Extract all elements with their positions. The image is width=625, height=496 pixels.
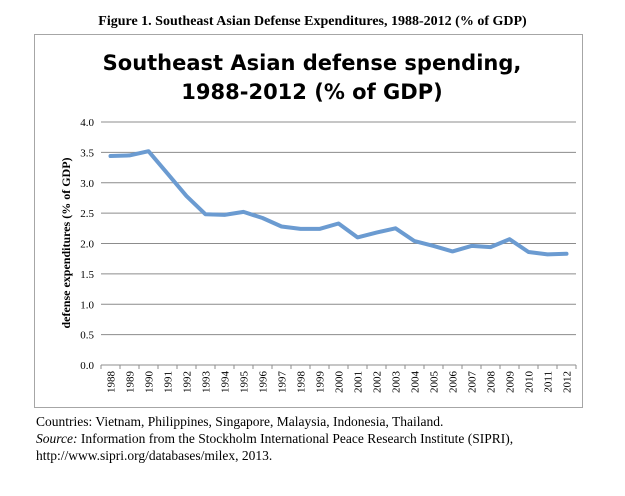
caption-countries: Countries: Vietnam, Philippines, Singapo… <box>36 414 444 429</box>
x-tick-label: 1990 <box>144 371 156 394</box>
chart-frame <box>34 34 583 408</box>
x-tick-label: 1992 <box>182 371 194 393</box>
x-tick-label: 2005 <box>429 371 441 394</box>
y-tick-label: 1.0 <box>80 299 94 311</box>
x-tick-label: 1996 <box>258 371 270 394</box>
chart-title-line-1: Southeast Asian defense spending, <box>103 51 522 75</box>
caption-url: http://www.sipri.org/databases/milex, 20… <box>36 448 273 463</box>
figure-title: Figure 1. Southeast Asian Defense Expend… <box>98 14 527 29</box>
source-text: Information from the Stockholm Internati… <box>77 431 514 446</box>
x-tick-label: 1998 <box>296 371 308 394</box>
x-tick-label: 2007 <box>467 371 479 394</box>
x-tick-label: 1989 <box>125 371 137 394</box>
x-tick-label: 1993 <box>201 371 213 394</box>
y-tick-label: 2.5 <box>80 208 94 220</box>
source-label: Source: <box>36 431 78 446</box>
x-tick-label: 2012 <box>562 371 574 393</box>
x-tick-label: 2006 <box>448 371 460 394</box>
x-tick-label: 2011 <box>543 371 555 393</box>
x-tick-label: 1988 <box>106 371 118 394</box>
y-tick-label: 0.0 <box>80 360 94 372</box>
y-tick-label: 2.0 <box>80 239 94 251</box>
x-tick-label: 2008 <box>486 371 498 394</box>
x-tick-label: 1991 <box>163 371 175 393</box>
caption-source: Source: Information from the Stockholm I… <box>36 431 616 447</box>
x-tick-labels: 1988 1989 1990 1991 1992 1993 1994 1995 1996 1997… <box>106 371 574 394</box>
y-tick-label: 4.0 <box>80 117 94 129</box>
x-tick-label: 2001 <box>353 371 365 393</box>
gridlines <box>100 121 577 369</box>
x-tick-label: 2009 <box>505 371 517 394</box>
x-tick-label: 1999 <box>315 371 327 394</box>
x-tick-label: 2010 <box>524 371 536 394</box>
x-tick-label: 2004 <box>410 371 422 394</box>
y-tick-label: 3.5 <box>80 147 94 159</box>
y-tick-labels: 0.0 0.5 1.0 1.5 2.0 2.5 3.0 3.5 4.0 <box>80 117 94 372</box>
x-tick-label: 2002 <box>372 371 384 393</box>
y-tick-label: 1.5 <box>80 269 94 281</box>
x-tick-label: 2000 <box>334 371 346 394</box>
y-axis-label: defense expenditures (% of GDP) <box>59 157 73 328</box>
x-tick-label: 1995 <box>239 371 251 394</box>
chart-title-line-2: 1988-2012 (% of GDP) <box>181 80 442 104</box>
x-tick-label: 1997 <box>277 371 289 394</box>
y-tick-label: 0.5 <box>80 330 94 342</box>
x-tick-label: 1994 <box>220 371 232 394</box>
x-tick-label: 2003 <box>391 371 403 394</box>
y-tick-label: 3.0 <box>80 178 94 190</box>
series-layer <box>108 149 569 257</box>
series-line <box>108 149 569 257</box>
